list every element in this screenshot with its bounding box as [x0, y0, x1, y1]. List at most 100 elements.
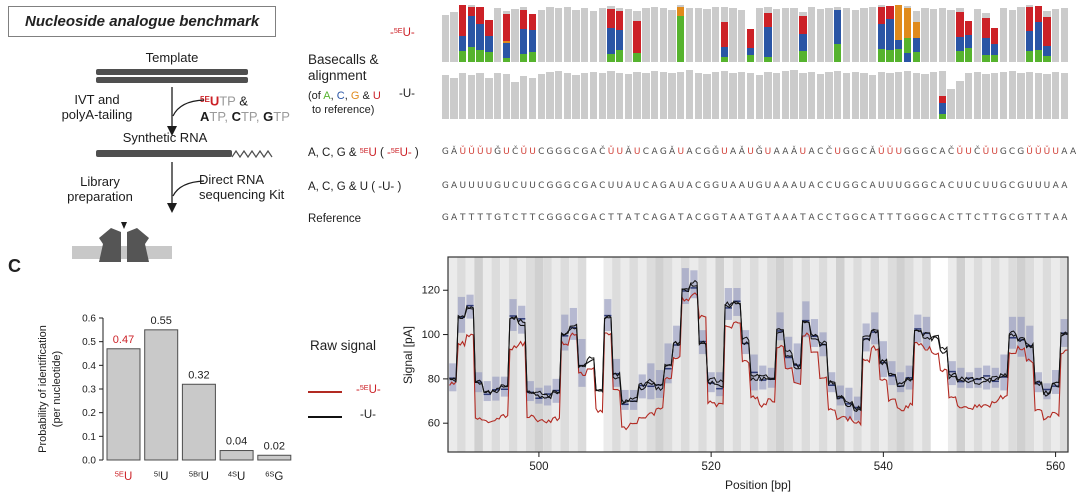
- basecall-bar: [493, 73, 502, 119]
- signal-trace-u-read2: [449, 279, 1068, 412]
- bar-category-label: 5EU: [115, 470, 133, 484]
- basecall-bar: [502, 74, 510, 119]
- seq-char: G: [563, 213, 571, 223]
- seq-char: Ǔ: [520, 147, 528, 157]
- seq-char: G: [1017, 147, 1025, 157]
- probability-bar-chart: 0.0 0.1 0.2 0.3 0.4 0.5 0.6 Probability of iden…: [37, 314, 292, 484]
- seq-char: U: [965, 181, 972, 191]
- seq-char: U: [503, 181, 510, 191]
- basecalls-title: Basecalls & alignment: [308, 52, 379, 84]
- position-stripe: [560, 257, 570, 452]
- pore-left-half: [99, 228, 121, 262]
- basecall-segment: [563, 73, 571, 119]
- flow-arrow-1-head: [167, 126, 177, 136]
- seq-char: Ǔ: [476, 147, 484, 157]
- membrane: [72, 246, 172, 259]
- bar-value-label: 0.02: [264, 440, 285, 452]
- basecall-bar: [799, 12, 807, 62]
- y-tick-label: 0.5: [82, 337, 96, 348]
- seq-char: A: [791, 181, 798, 191]
- text-seg: A: [323, 90, 331, 102]
- basecall-segment: [851, 72, 859, 119]
- seq-char: G: [903, 213, 911, 223]
- expected-signal-box: [630, 389, 638, 410]
- seq-char: Č: [511, 147, 519, 157]
- basecall-segment: [493, 8, 502, 62]
- text-seg: C: [231, 108, 241, 124]
- text-seg: -: [376, 384, 381, 397]
- signal-y-tick-label: 60: [428, 418, 440, 430]
- basecall-bar: [554, 8, 563, 62]
- seq-char: G: [563, 147, 571, 157]
- seq-char: U: [956, 181, 964, 191]
- y-axis-label: Probability of identification: [37, 325, 49, 453]
- plot-frame: [447, 256, 1069, 453]
- basecall-bar: [537, 10, 545, 62]
- basecall-bar: [947, 89, 955, 119]
- expected-signal-box: [776, 312, 784, 341]
- basecall-bar: [1043, 74, 1051, 119]
- position-stripe: [767, 257, 776, 452]
- basecall-segment: [1043, 55, 1051, 63]
- basecall-segment: [1052, 72, 1060, 119]
- basecall-segment: [903, 6, 912, 9]
- text-seg: U: [209, 93, 220, 109]
- basecall-segment: [685, 70, 694, 119]
- basecall-segment: [581, 73, 589, 119]
- seq-char: T: [477, 213, 483, 223]
- basecall-segment: [450, 78, 458, 119]
- basecall-bar: [825, 8, 833, 62]
- basecall-bar: [546, 72, 554, 119]
- y-tick-label: 0.2: [82, 408, 96, 419]
- basecalls-title-line1: Basecalls &: [308, 52, 379, 67]
- basecall-segment: [528, 30, 537, 53]
- seq-char: Ǔ: [1034, 147, 1042, 157]
- position-stripe: [706, 257, 716, 452]
- seq-char: C: [538, 181, 545, 191]
- seq-char: G: [755, 213, 763, 223]
- basecall-bar: [877, 72, 885, 119]
- expected-signal-box: [991, 367, 999, 388]
- basecall-bar: [694, 8, 702, 62]
- seq-char: G: [851, 147, 859, 157]
- expected-signal-box: [836, 385, 844, 406]
- basecall-segment: [807, 72, 816, 119]
- seq-char: G: [712, 213, 720, 223]
- seq-char: A: [625, 213, 632, 223]
- basecall-segment: [921, 74, 929, 119]
- basecall-segment: [886, 6, 894, 20]
- position-stripe: [508, 257, 518, 452]
- basecall-segment: [624, 74, 633, 119]
- seq-char: G: [903, 147, 911, 157]
- position-stripe: [1051, 257, 1060, 452]
- basecall-bar: [1052, 9, 1060, 62]
- basecall-segment: [1017, 7, 1025, 62]
- basecall-segment: [956, 8, 964, 13]
- expected-signal-box: [1017, 316, 1025, 357]
- seq-char: G: [999, 181, 1007, 191]
- seq-char: C: [642, 213, 650, 223]
- basecall-bar: [886, 6, 894, 62]
- ntp-curved-arrow: [172, 99, 205, 117]
- basecall-segment: [886, 73, 894, 119]
- basecall-segment: [1043, 45, 1051, 56]
- basecall-bar: [616, 8, 624, 62]
- seq-char: G: [441, 147, 449, 157]
- basecall-segment: [991, 73, 999, 119]
- basecall-segment: [947, 89, 955, 119]
- seq-char: U: [677, 147, 685, 157]
- basecall-segment: [607, 9, 615, 29]
- basecall-segment: [982, 55, 990, 62]
- basecall-bar: [790, 8, 798, 62]
- position-stripe: [646, 257, 656, 452]
- expected-signal-box: [569, 307, 577, 340]
- position-stripe: [491, 257, 501, 452]
- signal-y-tick-label: 120: [422, 285, 440, 297]
- basecall-bar: [860, 8, 868, 62]
- position-stripe: [922, 257, 931, 452]
- position-stripe: [474, 257, 483, 452]
- position-stripe: [904, 257, 914, 452]
- basecall-bar: [781, 8, 790, 62]
- seq-char: U: [991, 147, 998, 157]
- expected-signal-box: [888, 361, 896, 386]
